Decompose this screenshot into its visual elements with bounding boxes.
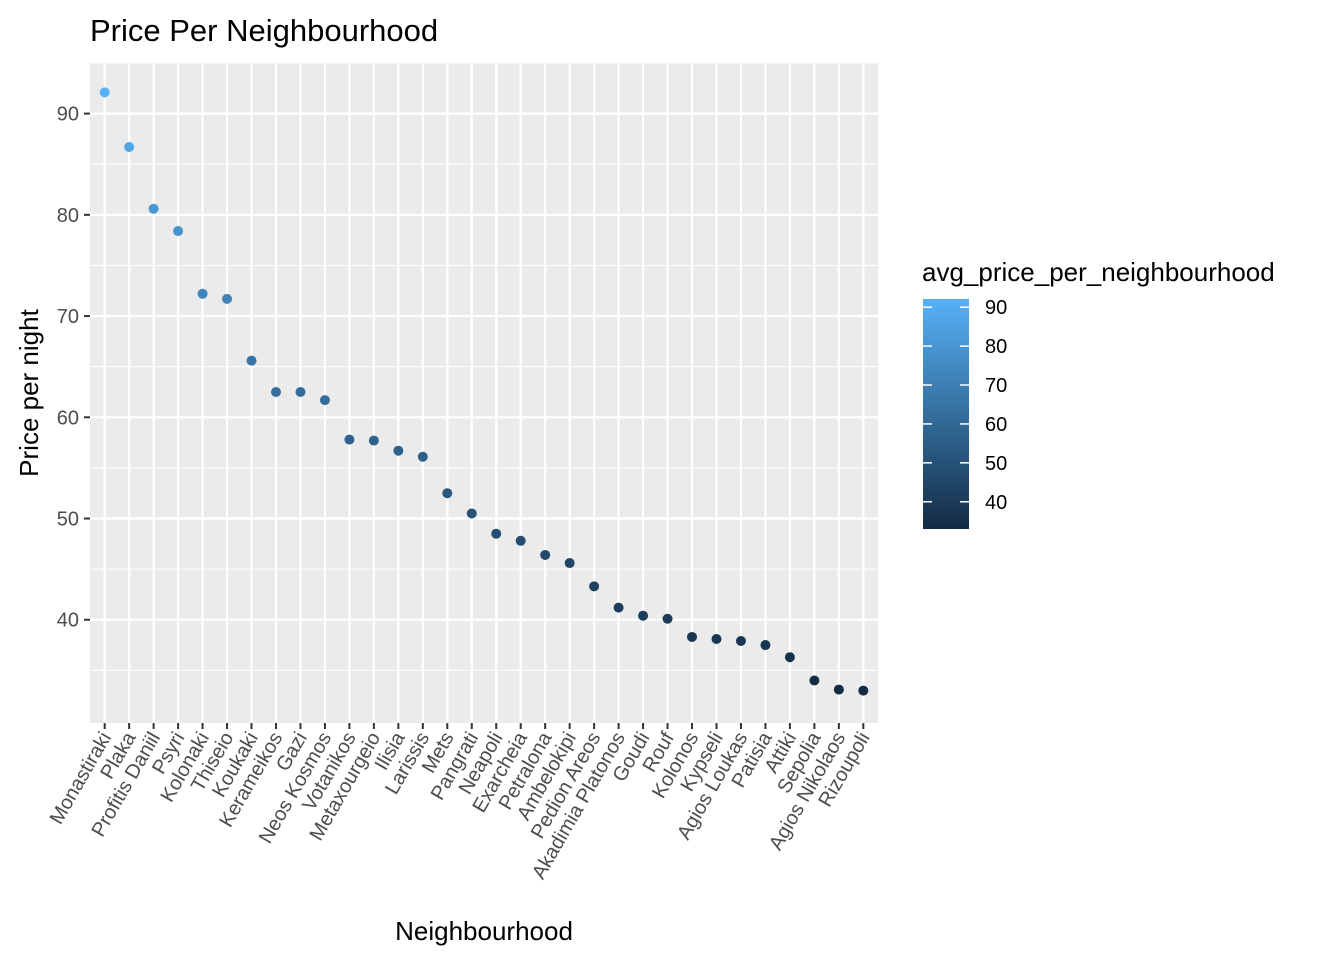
data-points: [99, 87, 869, 696]
data-point: [393, 445, 404, 456]
legend-title: avg_price_per_neighbourhood: [922, 257, 1275, 287]
data-point: [148, 203, 159, 214]
y-tick-label: 80: [57, 205, 79, 227]
data-point: [833, 684, 844, 695]
data-point: [784, 652, 795, 663]
legend-tick-label: 60: [985, 414, 1007, 436]
data-point: [491, 528, 502, 539]
data-point: [344, 434, 355, 445]
data-point: [540, 549, 551, 560]
data-point: [270, 386, 281, 397]
y-tick-label: 40: [57, 610, 79, 632]
y-axis-title: Price per night: [14, 308, 44, 476]
grid-major: [90, 63, 878, 723]
legend-colorbar: [923, 299, 969, 529]
data-point: [735, 636, 746, 647]
legend-tick-label: 40: [985, 492, 1007, 514]
y-tick-label: 50: [57, 509, 79, 531]
data-point: [466, 508, 477, 519]
data-point: [809, 675, 820, 686]
data-point: [711, 633, 722, 644]
data-point: [589, 581, 600, 592]
legend-tick-label: 50: [985, 453, 1007, 475]
data-point: [368, 435, 379, 446]
data-point: [638, 610, 649, 621]
data-point: [124, 142, 135, 153]
data-point: [662, 613, 673, 624]
data-point: [246, 355, 257, 366]
legend: avg_price_per_neighbourhood 40 50 60 70 80 90: [922, 257, 1275, 529]
data-point: [442, 488, 453, 499]
chart-title: Price Per Neighbourhood: [90, 13, 438, 48]
legend-ticks: 40 50 60 70 80 90: [923, 297, 1007, 514]
y-tick-label: 70: [57, 306, 79, 328]
data-point: [515, 535, 526, 546]
grid-minor: [90, 62, 878, 671]
data-point: [99, 87, 110, 98]
x-axis-title: Neighbourhood: [395, 916, 573, 946]
data-point: [222, 293, 233, 304]
data-point: [760, 640, 771, 651]
data-point: [687, 631, 698, 642]
data-point: [197, 288, 208, 299]
plot-panel: [90, 63, 878, 723]
data-point: [613, 602, 624, 613]
y-axis: 40 50 60 70 80 90: [57, 104, 90, 632]
data-point: [564, 558, 575, 569]
y-tick-label: 90: [57, 104, 79, 126]
legend-tick-label: 80: [985, 336, 1007, 358]
legend-tick-label: 90: [985, 297, 1007, 319]
data-point: [417, 451, 428, 462]
data-point: [319, 395, 330, 406]
y-tick-label: 60: [57, 407, 79, 429]
data-point: [173, 226, 184, 237]
data-point: [295, 386, 306, 397]
data-point: [858, 685, 869, 696]
legend-tick-label: 70: [985, 375, 1007, 397]
